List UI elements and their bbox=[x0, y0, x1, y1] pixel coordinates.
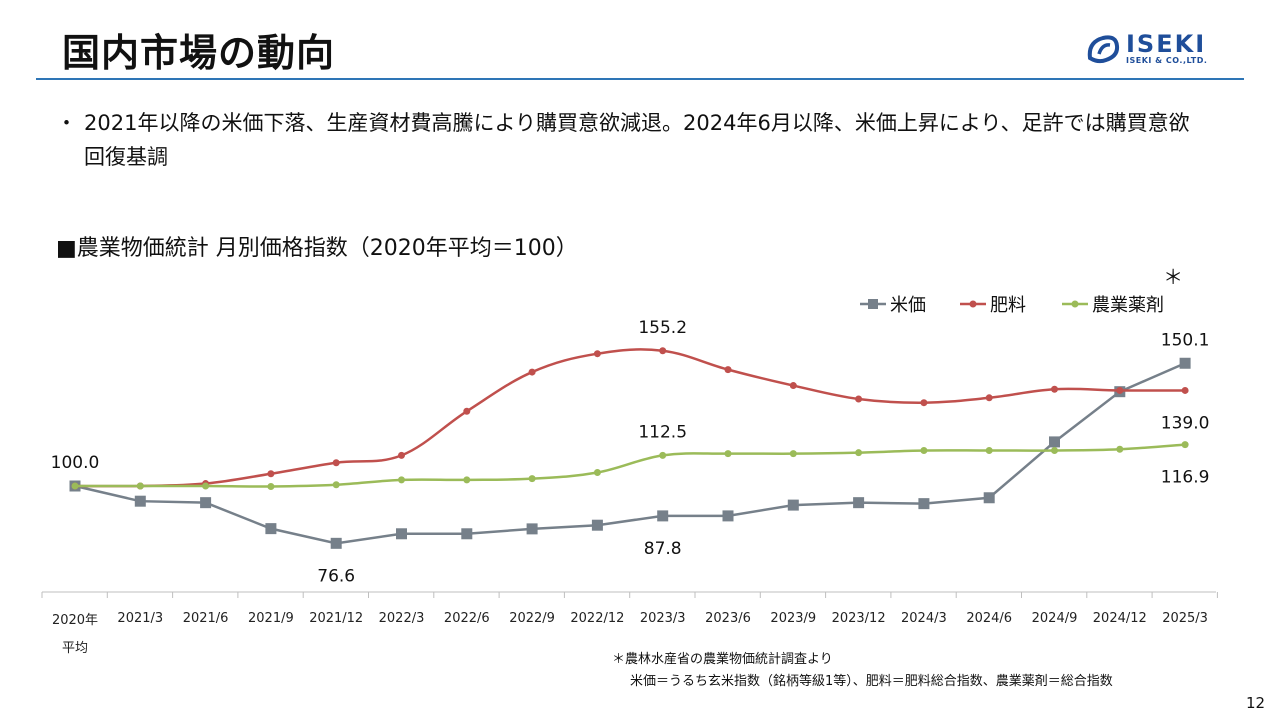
logo-subtext: ISEKI & CO.,LTD. bbox=[1126, 56, 1208, 65]
series-point-1 bbox=[526, 523, 538, 535]
x-tick-label: 2022/12 bbox=[570, 611, 624, 626]
x-tick-label: 2024/6 bbox=[966, 611, 1012, 626]
series-point-2 bbox=[985, 394, 993, 402]
series-point-1 bbox=[461, 528, 473, 540]
series-point-3 bbox=[463, 476, 471, 484]
definition-note: 米価＝うるち玄米指数（銘柄等級1等）、肥料＝肥料総合指数、農業薬剤＝総合指数 bbox=[630, 674, 1113, 689]
legend-label-1: 米価 bbox=[890, 295, 926, 316]
series-point-2 bbox=[398, 451, 405, 459]
series-point-2 bbox=[855, 395, 863, 403]
data-label: 87.8 bbox=[644, 539, 682, 559]
page-number: 12 bbox=[1246, 694, 1266, 712]
series-point-1 bbox=[396, 528, 407, 540]
series-point-1 bbox=[657, 510, 669, 522]
x-tick-label: 2022/6 bbox=[444, 611, 490, 626]
series-point-3 bbox=[202, 482, 210, 490]
series-line-2 bbox=[74, 348, 1186, 488]
logo-text: ISEKI bbox=[1126, 30, 1207, 58]
x-tick-label: 2023/6 bbox=[705, 611, 751, 626]
series-point-3 bbox=[724, 450, 732, 458]
title-divider bbox=[36, 78, 1244, 80]
company-logo: ISEKI ISEKI & CO.,LTD. bbox=[1086, 30, 1226, 70]
series-line-1 bbox=[74, 362, 1186, 545]
series-point-3 bbox=[920, 446, 928, 454]
series-point-1 bbox=[853, 497, 865, 509]
series-point-2 bbox=[267, 470, 275, 478]
series-point-3 bbox=[1181, 441, 1189, 449]
data-label: 100.0 bbox=[51, 453, 100, 473]
series-point-3 bbox=[332, 481, 340, 489]
x-tick-label: 2021/12 bbox=[309, 611, 363, 626]
series-point-2 bbox=[528, 368, 536, 376]
x-tick-label-line2: 平均 bbox=[62, 641, 88, 656]
series-point-3 bbox=[593, 469, 601, 477]
x-tick-label: 2021/6 bbox=[183, 611, 229, 626]
series-point-3 bbox=[985, 446, 993, 454]
series-point-1 bbox=[983, 492, 995, 504]
x-tick-label: 2022/3 bbox=[379, 611, 425, 626]
series-point-3 bbox=[398, 476, 405, 484]
series-point-3 bbox=[659, 451, 667, 459]
legend-marker-1 bbox=[868, 299, 878, 309]
x-tick-label: 2021/9 bbox=[248, 611, 294, 626]
series-point-1 bbox=[918, 498, 930, 510]
x-tick-label: 2025/3 bbox=[1162, 611, 1208, 626]
data-label: 116.9 bbox=[1161, 468, 1210, 488]
legend-label-2: 肥料 bbox=[990, 295, 1026, 316]
series-point-2 bbox=[463, 407, 471, 415]
series-point-1 bbox=[134, 495, 146, 507]
x-tick-label: 2023/12 bbox=[832, 611, 886, 626]
series-point-3 bbox=[136, 482, 144, 490]
series-point-3 bbox=[71, 482, 79, 490]
series-point-2 bbox=[593, 350, 601, 358]
data-label: 155.2 bbox=[638, 318, 687, 338]
bullet-marker: ・ bbox=[56, 111, 77, 135]
x-tick-label: 2022/9 bbox=[509, 611, 555, 626]
x-tick-label: 2024/3 bbox=[901, 611, 947, 626]
series-point-3 bbox=[789, 450, 797, 458]
iseki-logo-icon bbox=[1087, 35, 1120, 64]
x-tick-label: 2021/3 bbox=[117, 611, 163, 626]
series-point-1 bbox=[591, 519, 603, 531]
x-tick-label: 2020年 bbox=[52, 613, 98, 628]
page-title: 国内市場の動向 bbox=[62, 31, 336, 75]
series-point-1 bbox=[1179, 357, 1191, 369]
series-point-1 bbox=[330, 537, 342, 549]
series-point-2 bbox=[1181, 386, 1189, 394]
series-point-1 bbox=[265, 523, 277, 535]
data-label: 112.5 bbox=[638, 422, 687, 442]
x-tick-label: 2024/9 bbox=[1032, 611, 1078, 626]
x-tick-label: 2023/3 bbox=[640, 611, 686, 626]
series-point-1 bbox=[722, 510, 734, 522]
series-point-2 bbox=[659, 347, 667, 355]
series-line-3 bbox=[75, 443, 1186, 488]
asterisk-mark: ＊ bbox=[1163, 265, 1183, 289]
series-point-2 bbox=[724, 366, 732, 374]
legend-label-3: 農業薬剤 bbox=[1092, 295, 1164, 316]
series-point-3 bbox=[855, 449, 863, 457]
data-label: 150.1 bbox=[1161, 330, 1210, 350]
summary-text: 2021年以降の米価下落、生産資材費高騰により購買意欲減退。2024年6月以降、… bbox=[84, 111, 1190, 169]
series-point-3 bbox=[267, 482, 275, 490]
series-point-2 bbox=[920, 399, 928, 407]
chart-heading: ■農業物価統計 月別価格指数（2020年平均＝100） bbox=[56, 236, 578, 261]
series-point-2 bbox=[1051, 385, 1058, 393]
series-point-3 bbox=[528, 475, 536, 483]
series-point-2 bbox=[1116, 386, 1124, 394]
source-note: ＊農林水産省の農業物価統計調査より bbox=[612, 652, 833, 667]
series-point-2 bbox=[789, 382, 797, 390]
legend-marker-2 bbox=[969, 300, 977, 308]
x-tick-label: 2023/9 bbox=[770, 611, 816, 626]
series-point-3 bbox=[1116, 445, 1124, 453]
series-point-1 bbox=[1049, 436, 1060, 448]
series-point-3 bbox=[1051, 446, 1058, 454]
x-tick-label: 2024/12 bbox=[1093, 611, 1147, 626]
series-point-1 bbox=[787, 499, 799, 511]
legend-marker-3 bbox=[1071, 300, 1079, 308]
series-point-2 bbox=[332, 459, 340, 467]
data-label: 76.6 bbox=[317, 566, 355, 586]
data-label: 139.0 bbox=[1161, 413, 1210, 433]
series-point-1 bbox=[200, 497, 212, 509]
